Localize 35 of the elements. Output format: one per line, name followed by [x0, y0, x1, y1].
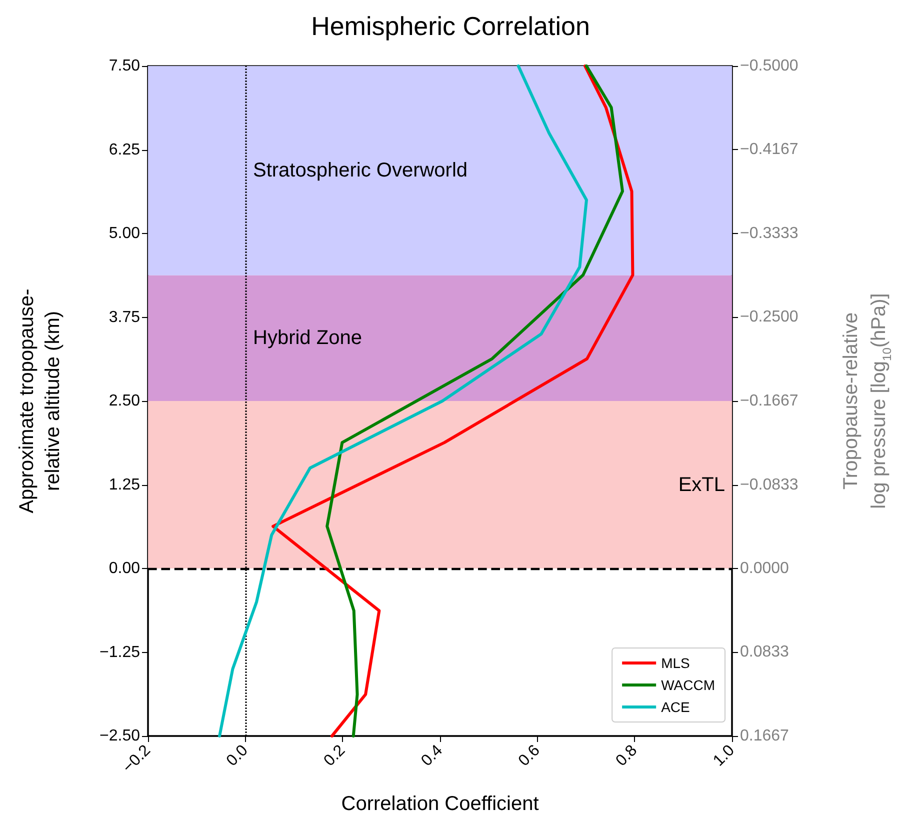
y2-tick-label: −0.4167	[740, 141, 798, 158]
y2-tick-label: 0.0000	[740, 560, 790, 577]
y-tick-label: 5.00	[108, 225, 140, 242]
y2-tick-label: −0.2500	[740, 308, 798, 326]
legend-label: MLS	[661, 655, 690, 671]
y2-tick-label: −0.1667	[740, 392, 798, 410]
y2-tick-label: −0.3333	[740, 225, 798, 242]
x-tick-label: 0.0	[224, 742, 252, 770]
legend-label: WACCM	[661, 677, 716, 693]
x-tick-label: 0.8	[612, 742, 641, 770]
y-tick-label: 7.50	[108, 58, 140, 74]
chart-title: Hemispheric Correlation	[311, 11, 590, 41]
y2-tick-label: 0.1667	[740, 728, 790, 744]
band-label: Stratospheric Overworld	[253, 160, 468, 182]
y-tick-label: 2.50	[108, 392, 140, 410]
y-tick-label: 1.25	[108, 476, 140, 494]
x-tick-label: 0.4	[418, 742, 446, 770]
band-label: ExTL	[678, 474, 725, 496]
y2-tick-label: −0.0833	[740, 476, 798, 494]
y-tick-label: 3.75	[108, 308, 140, 326]
x-tick-label: 1.0	[710, 742, 738, 770]
y2-tick-label: −0.5000	[740, 58, 798, 74]
line-series	[218, 64, 588, 738]
y-tick-label: −1.25	[100, 644, 140, 661]
y2-tick-label: 0.0833	[740, 644, 790, 661]
x-axis-title: Correlation Coefficient	[341, 793, 540, 815]
x-tick-label: 0.2	[320, 742, 349, 770]
y-axis-title: Approximate tropopause- relative altitude (km)	[16, 288, 64, 514]
x-tick-label: −0.2	[120, 742, 154, 776]
x-tick-label: 0.6	[516, 742, 544, 770]
y-tick-label: 0.00	[108, 560, 140, 577]
y-tick-label: −2.50	[100, 728, 140, 744]
legend-label: ACE	[661, 699, 690, 715]
y-tick-label: 6.25	[108, 141, 140, 158]
band-label: Hybrid Zone	[253, 327, 362, 350]
